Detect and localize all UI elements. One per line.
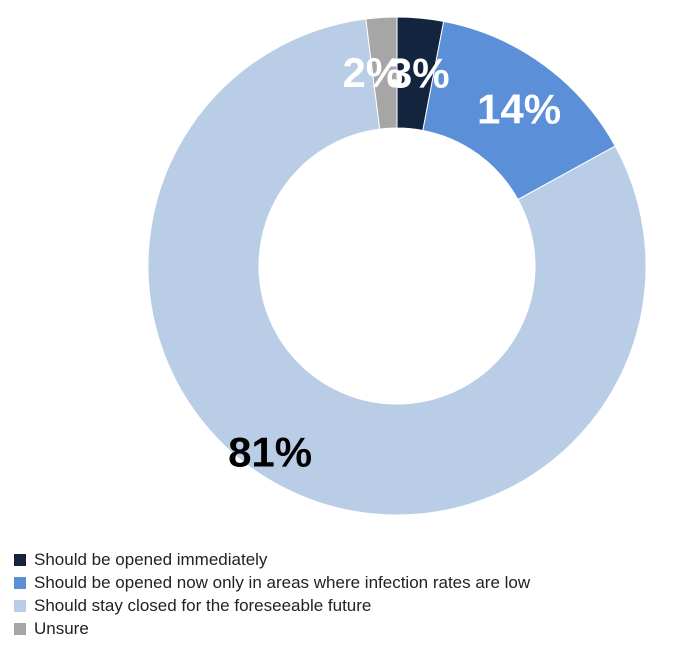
- donut-chart: 3% 14% 81% 2%: [147, 16, 647, 516]
- legend-item-opened-low-infection-areas: Should be opened now only in areas where…: [14, 571, 695, 594]
- legend-label-stay-closed: Should stay closed for the foreseeable f…: [34, 595, 372, 615]
- slice-label-stay-closed: 81%: [228, 429, 312, 476]
- chart-legend: Should be opened immediately Should be o…: [14, 548, 695, 640]
- donut-slices: [147, 16, 647, 516]
- slice-unsure: [365, 16, 398, 130]
- slice-stay-closed: [147, 18, 647, 516]
- legend-swatch-stay-closed: [14, 599, 26, 612]
- slice-label-opened-low-infection-areas: 14%: [477, 86, 561, 133]
- legend-label-unsure: Unsure: [34, 618, 89, 638]
- legend-swatch-opened-immediately: [14, 553, 26, 566]
- legend-swatch-opened-low-infection-areas: [14, 576, 26, 589]
- slice-labels: 3% 14% 81% 2%: [228, 49, 561, 476]
- slice-label-unsure: 2%: [342, 49, 403, 96]
- legend-item-opened-immediately: Should be opened immediately: [14, 548, 695, 571]
- legend-label-opened-immediately: Should be opened immediately: [34, 549, 268, 569]
- legend-swatch-unsure: [14, 622, 26, 635]
- legend-item-stay-closed: Should stay closed for the foreseeable f…: [14, 594, 695, 617]
- legend-label-opened-low-infection-areas: Should be opened now only in areas where…: [34, 572, 531, 592]
- legend-item-unsure: Unsure: [14, 617, 695, 640]
- slice-label-opened-immediately: 3%: [389, 49, 450, 96]
